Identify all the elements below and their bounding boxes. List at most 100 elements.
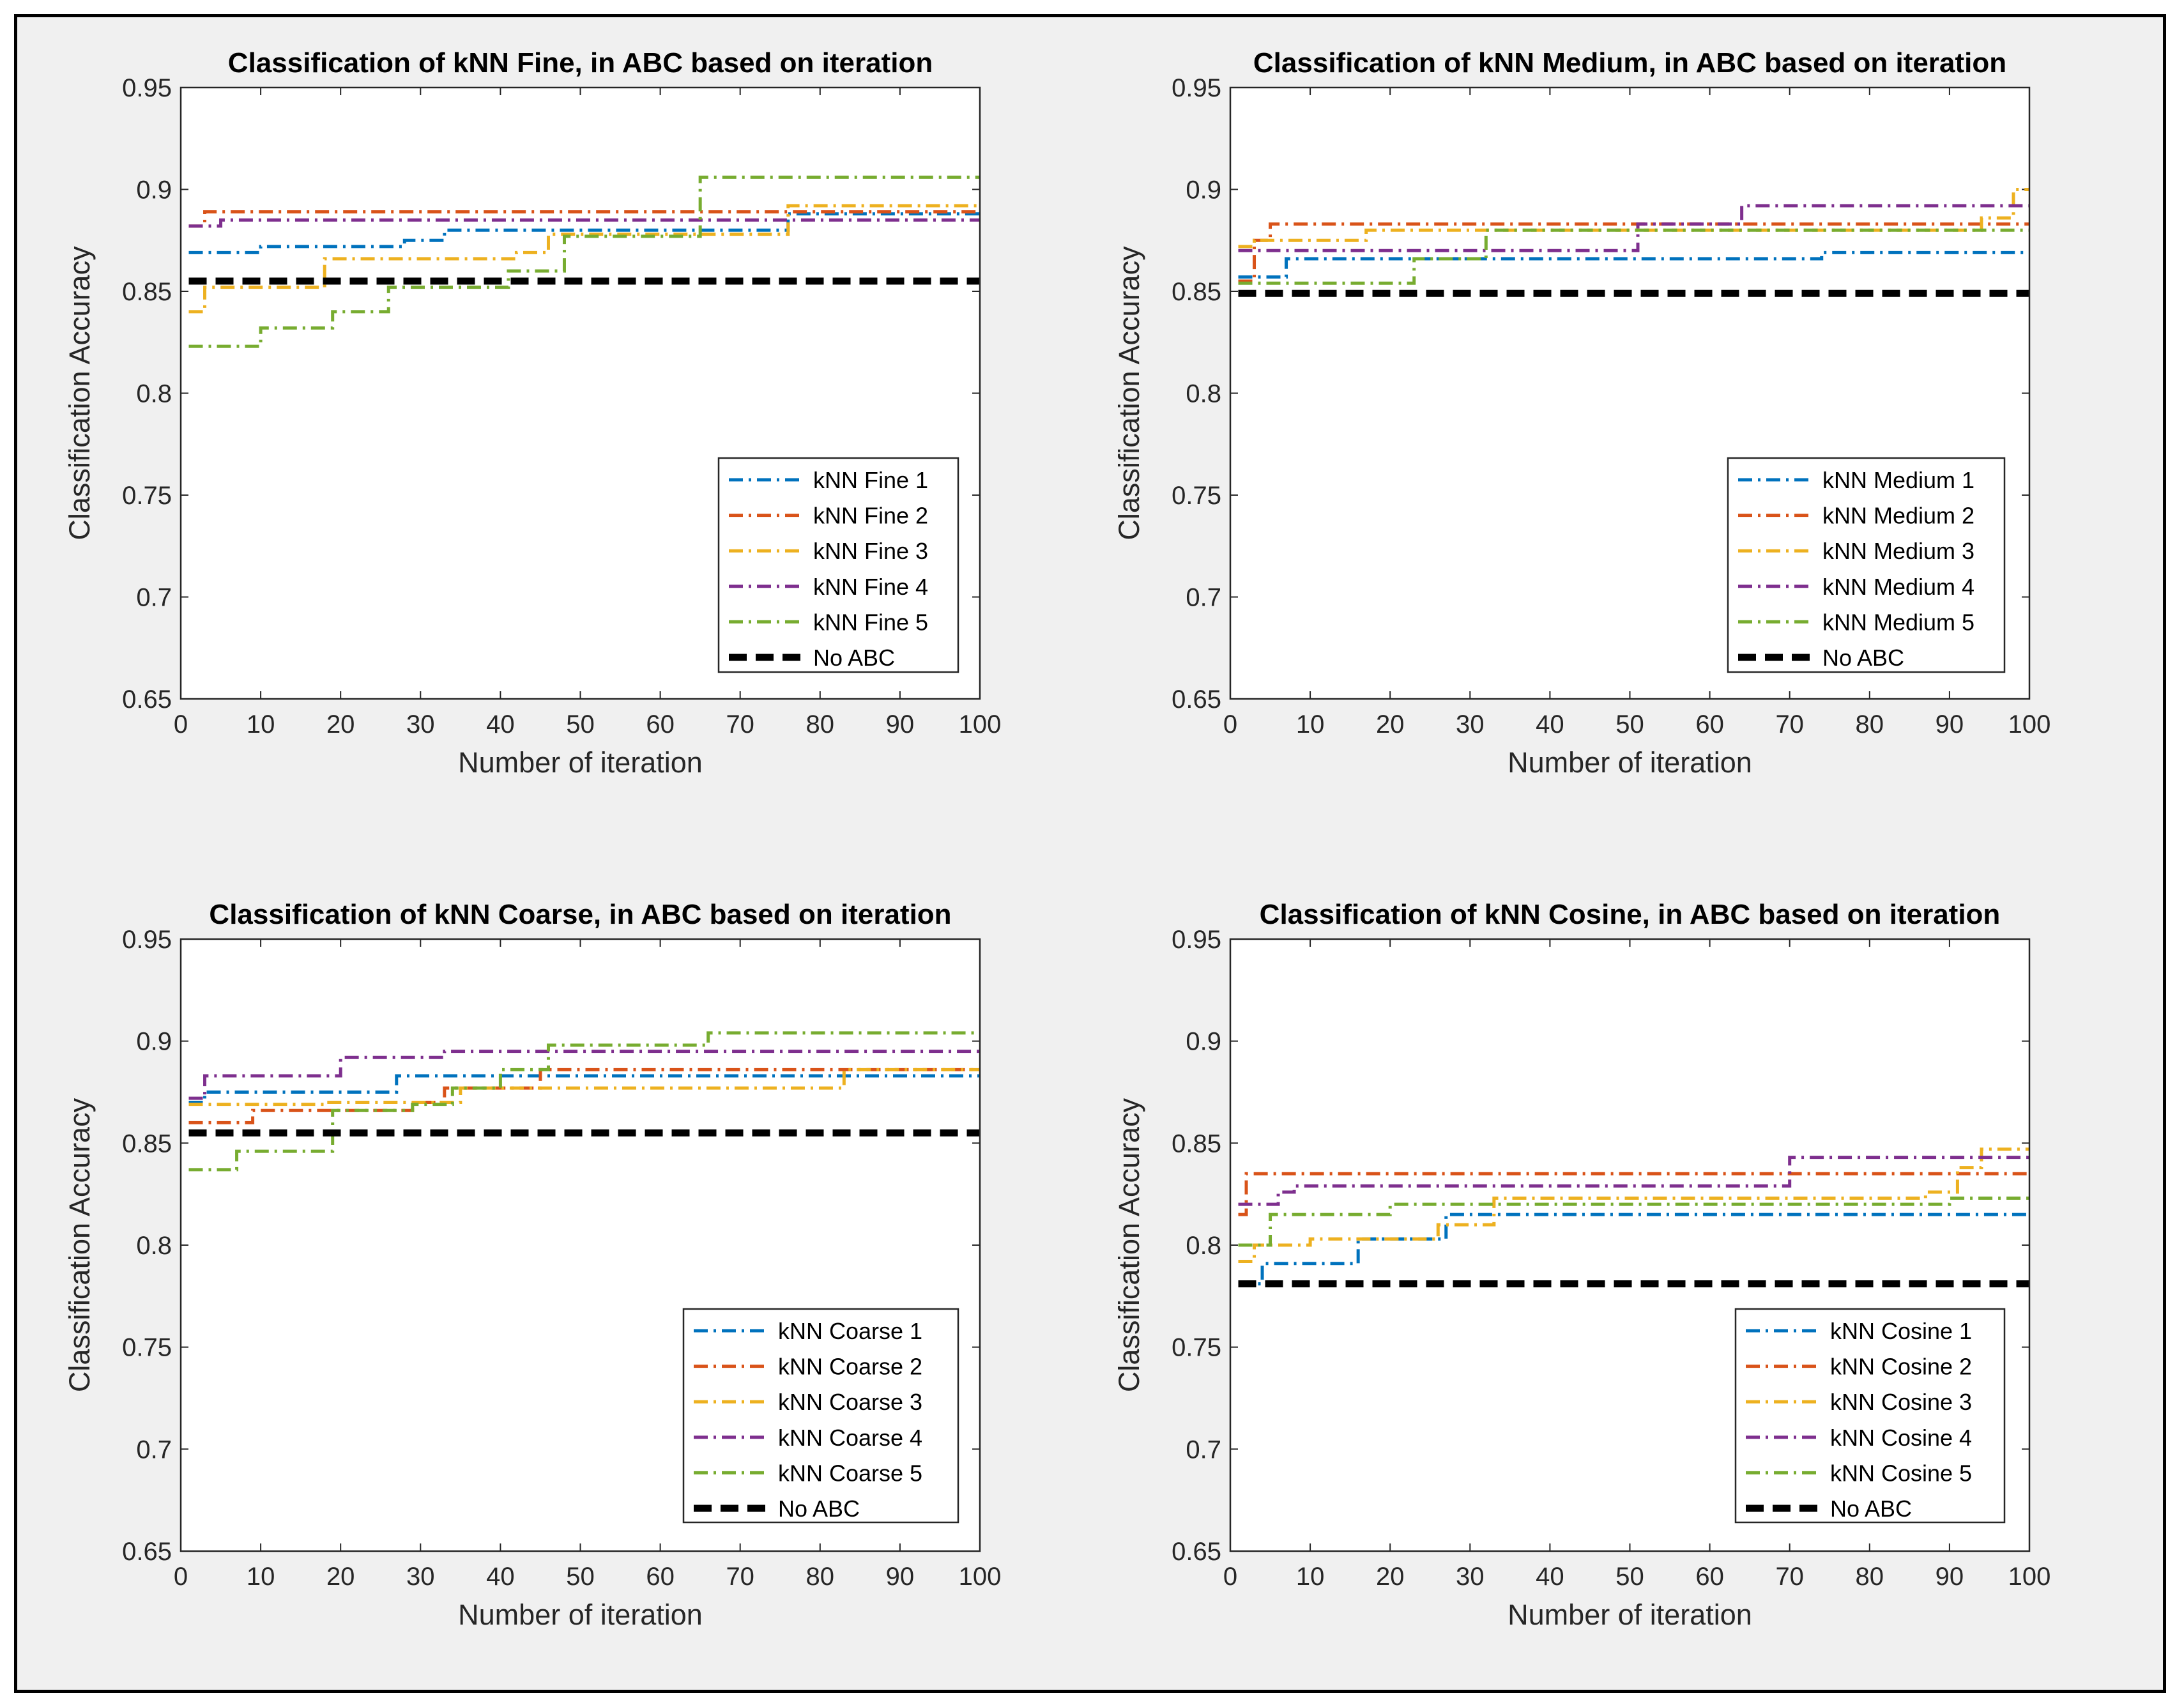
legend-label-4: kNN Fine 4 bbox=[813, 574, 928, 600]
series-line-4 bbox=[188, 218, 980, 228]
x-tick-label: 30 bbox=[406, 710, 435, 739]
x-tick-label: 90 bbox=[886, 710, 915, 739]
legend-label-4: kNN Cosine 4 bbox=[1830, 1425, 1972, 1451]
series-group bbox=[1238, 1147, 2029, 1288]
legend-label-6: No ABC bbox=[1830, 1496, 1912, 1522]
x-tick-label: 90 bbox=[1936, 710, 1964, 739]
x-tick-label: 80 bbox=[1856, 710, 1884, 739]
y-tick-label: 0.7 bbox=[1186, 584, 1221, 612]
y-tick-label: 0.85 bbox=[122, 278, 172, 306]
y-tick-label: 0.95 bbox=[122, 74, 172, 102]
x-tick-label: 50 bbox=[566, 710, 595, 739]
x-tick-label: 0 bbox=[174, 1563, 188, 1591]
x-tick-label: 10 bbox=[247, 710, 275, 739]
legend-label-2: kNN Fine 2 bbox=[813, 503, 928, 529]
x-tick-label: 70 bbox=[726, 710, 754, 739]
series-line-1 bbox=[1238, 1213, 2029, 1286]
legend-label-1: kNN Fine 1 bbox=[813, 467, 928, 493]
x-tick-label: 60 bbox=[1695, 1563, 1724, 1591]
x-tick-label: 10 bbox=[1296, 1563, 1325, 1591]
series-line-1 bbox=[1238, 250, 2029, 279]
chart-3: Classification of kNN Coarse, in ABC bas… bbox=[63, 899, 1001, 1631]
y-tick-label: 0.95 bbox=[1172, 74, 1221, 102]
series-line-3 bbox=[188, 1068, 980, 1106]
legend-label-2: kNN Coarse 2 bbox=[778, 1354, 922, 1380]
x-tick-label: 20 bbox=[1376, 1563, 1405, 1591]
series-line-1 bbox=[188, 1074, 980, 1104]
x-axis-label: Number of iteration bbox=[1508, 1598, 1752, 1631]
chart-title: Classification of kNN Fine, in ABC based… bbox=[228, 47, 933, 79]
chart-title: Classification of kNN Cosine, in ABC bas… bbox=[1260, 899, 2001, 930]
y-axis-label: Classification Accuracy bbox=[63, 1098, 96, 1392]
y-tick-label: 0.65 bbox=[1172, 685, 1221, 714]
y-tick-label: 0.7 bbox=[136, 584, 172, 612]
x-tick-label: 100 bbox=[2008, 710, 2051, 739]
series-line-4 bbox=[1238, 204, 2029, 252]
series-line-5 bbox=[1238, 228, 2029, 285]
x-axis-label: Number of iteration bbox=[1508, 746, 1752, 779]
x-tick-label: 60 bbox=[646, 710, 675, 739]
legend: kNN Cosine 1 kNN Cosine 2 kNN Cosine 3 kNN … bbox=[1734, 1308, 2006, 1524]
chart-2: Classification of kNN Medium, in ABC bas… bbox=[1113, 47, 2050, 779]
axes-box bbox=[179, 86, 981, 700]
legend-label-6: No ABC bbox=[813, 645, 895, 671]
legend-label-3: kNN Coarse 3 bbox=[778, 1389, 922, 1415]
legend-label-3: kNN Fine 3 bbox=[813, 538, 928, 564]
x-tick-label: 100 bbox=[959, 1563, 1002, 1591]
y-tick-label: 0.95 bbox=[122, 926, 172, 954]
x-tick-label: 80 bbox=[806, 710, 835, 739]
y-tick-label: 0.8 bbox=[136, 380, 172, 408]
legend-label-5: kNN Coarse 5 bbox=[778, 1460, 922, 1486]
x-tick-label: 40 bbox=[1536, 710, 1564, 739]
series-line-2 bbox=[1238, 1172, 2029, 1216]
y-tick-label: 0.7 bbox=[136, 1435, 172, 1464]
x-tick-label: 40 bbox=[486, 1563, 515, 1591]
legend: kNN Coarse 1 kNN Coarse 2 kNN Coarse 3 kNN … bbox=[682, 1308, 959, 1524]
x-tick-label: 100 bbox=[959, 710, 1002, 739]
x-tick-label: 70 bbox=[1775, 710, 1804, 739]
x-tick-label: 90 bbox=[886, 1563, 915, 1591]
x-tick-label: 100 bbox=[2008, 1563, 2051, 1591]
y-tick-label: 0.8 bbox=[136, 1232, 172, 1260]
y-axis-label: Classification Accuracy bbox=[1113, 1098, 1145, 1392]
series-group bbox=[188, 175, 980, 348]
series-line-5 bbox=[188, 175, 980, 348]
y-tick-label: 0.65 bbox=[122, 685, 172, 714]
legend-box bbox=[1727, 457, 2006, 673]
y-axis-label: Classification Accuracy bbox=[63, 246, 96, 540]
chart-title: Classification of kNN Coarse, in ABC bas… bbox=[209, 899, 951, 930]
legend-label-3: kNN Medium 3 bbox=[1822, 538, 1974, 564]
x-tick-label: 50 bbox=[1615, 710, 1644, 739]
legend-label-1: kNN Cosine 1 bbox=[1830, 1318, 1972, 1344]
x-tick-label: 30 bbox=[406, 1563, 435, 1591]
y-axis-label: Classification Accuracy bbox=[1113, 246, 1145, 540]
legend: kNN Medium 1 kNN Medium 2 kNN Medium 3 kNN … bbox=[1727, 457, 2006, 673]
x-tick-label: 10 bbox=[247, 1563, 275, 1591]
legend-label-4: kNN Coarse 4 bbox=[778, 1425, 922, 1451]
series-group bbox=[1238, 188, 2029, 297]
legend-label-6: No ABC bbox=[1822, 645, 1904, 671]
legend: kNN Fine 1 kNN Fine 2 kNN Fine 3 kNN Fine 4… bbox=[717, 457, 959, 673]
y-tick-label: 0.7 bbox=[1186, 1435, 1221, 1464]
y-tick-label: 0.75 bbox=[1172, 482, 1221, 510]
x-tick-label: 20 bbox=[326, 710, 355, 739]
y-tick-label: 0.9 bbox=[136, 1028, 172, 1056]
y-tick-label: 0.75 bbox=[122, 482, 172, 510]
x-tick-label: 80 bbox=[1856, 1563, 1884, 1591]
x-tick-label: 60 bbox=[1695, 710, 1724, 739]
y-tick-label: 0.65 bbox=[122, 1538, 172, 1566]
x-tick-label: 0 bbox=[1223, 710, 1237, 739]
legend-label-2: kNN Medium 2 bbox=[1822, 503, 1974, 529]
series-line-4 bbox=[1238, 1156, 2029, 1206]
y-tick-label: 0.8 bbox=[1186, 1232, 1221, 1260]
y-tick-label: 0.75 bbox=[1172, 1334, 1221, 1362]
series-line-5 bbox=[1238, 1197, 2029, 1247]
x-tick-label: 50 bbox=[566, 1563, 595, 1591]
y-tick-label: 0.75 bbox=[122, 1334, 172, 1362]
legend-label-2: kNN Cosine 2 bbox=[1830, 1354, 1972, 1380]
y-tick-label: 0.95 bbox=[1172, 926, 1221, 954]
y-tick-label: 0.9 bbox=[1186, 176, 1221, 204]
x-tick-label: 10 bbox=[1296, 710, 1325, 739]
axes-box bbox=[1229, 938, 2031, 1552]
y-tick-label: 0.8 bbox=[1186, 380, 1221, 408]
